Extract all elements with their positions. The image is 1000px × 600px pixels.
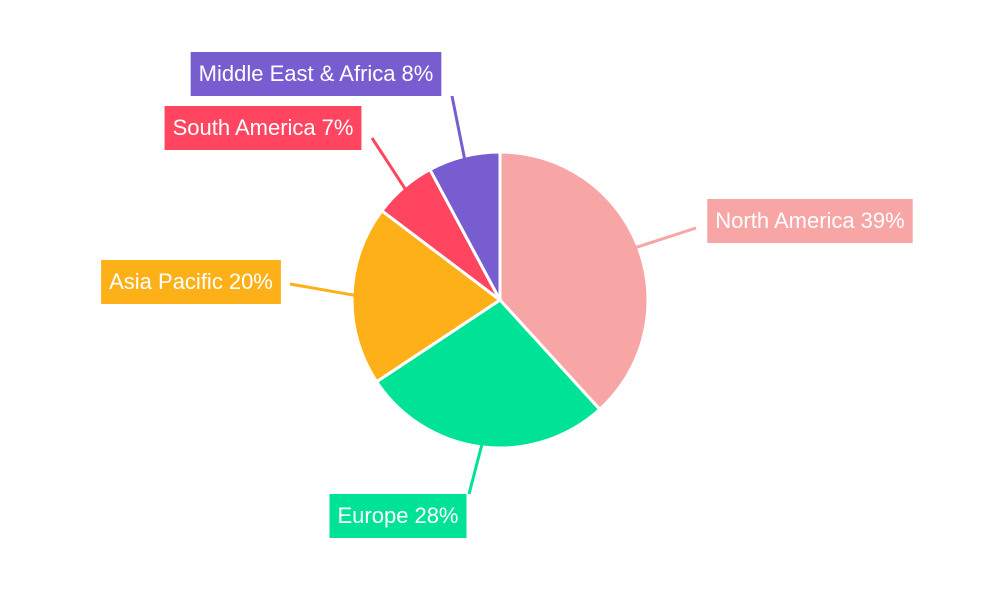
leader-line (289, 282, 357, 298)
label-box (707, 199, 913, 243)
label-box (101, 260, 281, 304)
value-label: 8% (402, 61, 434, 86)
category-name: South America (173, 115, 317, 140)
data-label: Europe 28% (329, 494, 467, 538)
value-label: 28% (414, 503, 458, 528)
leader-line (633, 226, 697, 250)
category-name: Asia Pacific (109, 269, 223, 294)
leader-line (467, 442, 484, 495)
label-box (190, 52, 442, 96)
category-name: North America (715, 208, 855, 233)
value-label: 20% (229, 269, 273, 294)
label-box (164, 106, 362, 150)
label-text: North America 39% (715, 208, 904, 233)
label-text: South America 7% (173, 115, 354, 140)
value-label: 7% (322, 115, 354, 140)
data-label: North America 39% (707, 199, 913, 243)
data-label: Asia Pacific 20% (101, 260, 281, 304)
category-name: Europe (338, 503, 409, 528)
leader-line (370, 137, 408, 192)
leader-line (450, 95, 467, 161)
label-text: Middle East & Africa 8% (199, 61, 434, 86)
label-text: Asia Pacific 20% (109, 269, 273, 294)
data-label: South America 7% (164, 106, 362, 150)
value-label: 39% (861, 208, 905, 233)
label-box (329, 494, 467, 538)
category-name: Middle East & Africa (199, 61, 397, 86)
data-label: Middle East & Africa 8% (190, 52, 442, 96)
label-text: Europe 28% (338, 503, 459, 528)
